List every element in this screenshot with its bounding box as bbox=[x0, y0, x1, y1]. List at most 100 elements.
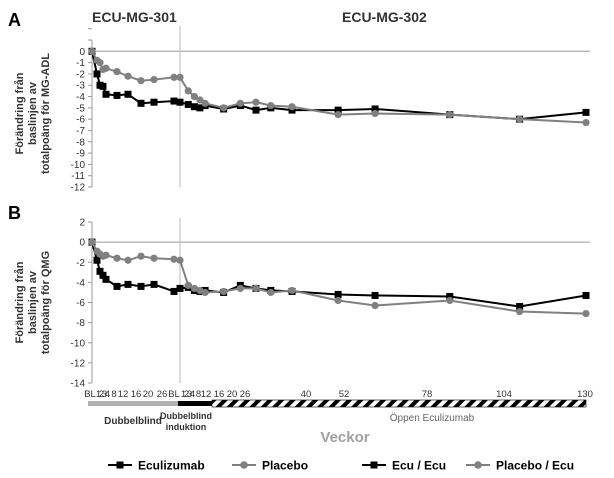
x-tick-label: 16 bbox=[131, 389, 142, 400]
data-point bbox=[93, 70, 101, 78]
x-tick-label: 52 bbox=[339, 389, 350, 400]
x-tick-label: 2 bbox=[99, 389, 104, 400]
series-line bbox=[91, 241, 175, 293]
y-tick-label: -12 bbox=[71, 183, 86, 194]
data-point bbox=[124, 280, 132, 288]
x-tick-label: 26 bbox=[240, 389, 251, 400]
y-axis-title: Förändring frånbaslinjen avtotalpoäng fö… bbox=[14, 53, 52, 174]
y-tick-label: 2 bbox=[79, 218, 85, 229]
legend-marker bbox=[116, 461, 124, 469]
y-tick-label: -10 bbox=[71, 338, 86, 349]
y-tick-label: -2 bbox=[76, 258, 85, 269]
legend-item: Placebo bbox=[232, 459, 308, 473]
legend-label: Placebo bbox=[262, 459, 308, 473]
y-axis-title-line: totalpoäng för MG-ADL bbox=[40, 53, 52, 174]
phase-label-open-label: Öppen Eculizumab bbox=[390, 412, 475, 424]
data-point bbox=[150, 75, 158, 84]
data-point bbox=[137, 282, 145, 290]
x-tick-label: 40 bbox=[301, 389, 312, 400]
data-point bbox=[516, 303, 524, 311]
data-point bbox=[220, 104, 228, 112]
y-tick-label: -12 bbox=[71, 358, 86, 369]
series-eculizumab bbox=[88, 47, 178, 107]
data-point bbox=[236, 99, 244, 107]
series-placebo-ecu bbox=[176, 73, 590, 127]
y-tick-label: -6 bbox=[76, 298, 85, 309]
data-point bbox=[102, 64, 110, 72]
y-tick-label: 0 bbox=[79, 238, 85, 249]
y-tick-label: -14 bbox=[71, 379, 86, 390]
y-tick-label: -8 bbox=[76, 318, 85, 329]
series-line bbox=[91, 51, 175, 105]
y-tick-label: -5 bbox=[76, 103, 85, 114]
data-point bbox=[102, 275, 110, 283]
data-point bbox=[252, 98, 260, 106]
data-point bbox=[288, 103, 296, 111]
data-point bbox=[88, 47, 96, 55]
legend-label: Ecu / Ecu bbox=[392, 459, 446, 473]
x-tick-label: BL bbox=[84, 389, 96, 400]
data-point bbox=[102, 251, 110, 259]
data-point bbox=[190, 92, 198, 101]
x-tick-label: 4 bbox=[190, 389, 195, 400]
data-point bbox=[176, 73, 184, 81]
data-point bbox=[334, 290, 342, 298]
x-tick-label: 26 bbox=[157, 389, 168, 400]
data-point bbox=[371, 105, 379, 113]
phase-label-double-blind: Dubbelblind bbox=[104, 416, 162, 427]
panel-b: B 2 0 -2 -4 -6 -8 -10 -12 -14 Förändring frånbasli… bbox=[8, 203, 590, 390]
y-tick-label: 0 bbox=[79, 47, 85, 58]
y-tick-label: -4 bbox=[76, 92, 85, 103]
data-point bbox=[190, 284, 198, 293]
y-axis-title-line: Förändring från bbox=[14, 72, 26, 154]
series-placebo bbox=[88, 238, 178, 264]
data-point bbox=[99, 82, 107, 90]
x-tick-label: 16 bbox=[214, 389, 225, 400]
x-tick-label: 4 bbox=[105, 389, 110, 400]
data-point bbox=[201, 99, 209, 107]
panel-a: A 0-1-2-3-4-5-6-7-8-9-10-11-12 Förändring … bbox=[8, 10, 590, 194]
data-point bbox=[267, 101, 275, 110]
phase-label-induction: Dubbelblind bbox=[160, 411, 212, 421]
data-point bbox=[137, 99, 145, 107]
y-axis-title: Förändring frånbaslinjen avtotalpoäng fö… bbox=[14, 251, 52, 354]
x-tick-label: 78 bbox=[422, 389, 433, 400]
data-point bbox=[113, 282, 121, 290]
data-point bbox=[88, 238, 96, 246]
data-point bbox=[137, 77, 145, 85]
data-point bbox=[196, 96, 204, 104]
data-point bbox=[334, 111, 342, 119]
data-point bbox=[334, 106, 342, 114]
data-point bbox=[371, 301, 379, 310]
data-point bbox=[252, 284, 260, 293]
x-tick-label: 104 bbox=[496, 389, 512, 400]
data-point bbox=[516, 115, 524, 123]
data-point bbox=[267, 288, 275, 297]
panel-label: B bbox=[8, 203, 21, 223]
data-point bbox=[446, 292, 454, 300]
data-point bbox=[184, 100, 192, 108]
y-tick-label: -9 bbox=[76, 149, 85, 160]
y-tick-label: -7 bbox=[76, 126, 85, 137]
legend-item: Placebo / Ecu bbox=[466, 459, 574, 473]
x-tick-label: 3 bbox=[102, 389, 107, 400]
phase-label-induction: induktion bbox=[166, 422, 207, 432]
data-point bbox=[582, 108, 590, 116]
y-tick-label: -6 bbox=[76, 115, 85, 126]
x-tick-label: 8 bbox=[111, 389, 116, 400]
legend-marker bbox=[240, 461, 248, 469]
data-point bbox=[113, 254, 121, 262]
data-point bbox=[113, 91, 121, 99]
y-tick-label: -10 bbox=[71, 160, 86, 171]
data-point bbox=[371, 109, 379, 118]
y-tick-label: -1 bbox=[76, 58, 85, 69]
study-label-301: ECU-MG-301 bbox=[92, 9, 177, 25]
data-point bbox=[184, 281, 192, 289]
phase-bar-double-blind bbox=[88, 401, 178, 406]
x-tick-label: 2 bbox=[184, 389, 189, 400]
data-point bbox=[96, 59, 104, 67]
data-point bbox=[170, 73, 178, 81]
data-point bbox=[93, 256, 101, 264]
x-tick-label: 12 bbox=[118, 389, 129, 400]
data-point bbox=[96, 267, 104, 275]
